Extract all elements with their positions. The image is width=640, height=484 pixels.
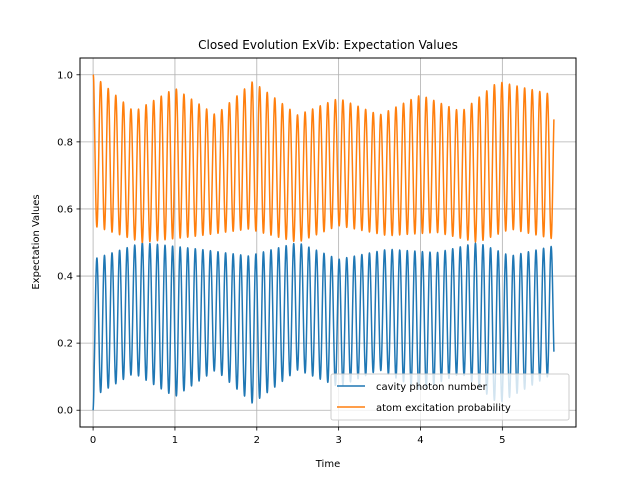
series-line-cavity-photon-number <box>92 241 555 411</box>
y-tick-label: 0.2 <box>57 339 73 350</box>
series-line-atom-excitation-probability <box>92 74 555 244</box>
y-tick-label: 1.0 <box>57 70 73 81</box>
legend-label-cavity-photon-number: cavity photon number <box>376 382 488 393</box>
x-axis-label: Time <box>315 459 340 470</box>
legend-label-atom-excitation-probability: atom excitation probability <box>376 403 511 414</box>
x-tick-label: 4 <box>417 435 423 446</box>
y-axis-label: Expectation Values <box>31 194 42 289</box>
chart-title: Closed Evolution ExVib: Expectation Valu… <box>198 38 458 52</box>
ticks: 0 1 2 3 4 5 0.0 0.2 0.4 0.6 0.8 1.0 <box>57 70 505 446</box>
x-tick-label: 0 <box>90 435 96 446</box>
x-tick-label: 2 <box>254 435 260 446</box>
plot-frame <box>79 57 577 428</box>
y-tick-label: 0.8 <box>57 137 73 148</box>
x-tick-label: 1 <box>172 435 178 446</box>
legend: cavity photon number atom excitation pro… <box>330 373 570 421</box>
y-tick-label: 0.4 <box>57 272 73 283</box>
y-tick-label: 0.6 <box>57 204 73 215</box>
legend-box <box>330 373 570 421</box>
x-tick-label: 3 <box>335 435 341 446</box>
x-tick-label: 5 <box>499 435 505 446</box>
series-layer <box>92 74 555 411</box>
y-tick-label: 0.0 <box>57 406 73 417</box>
